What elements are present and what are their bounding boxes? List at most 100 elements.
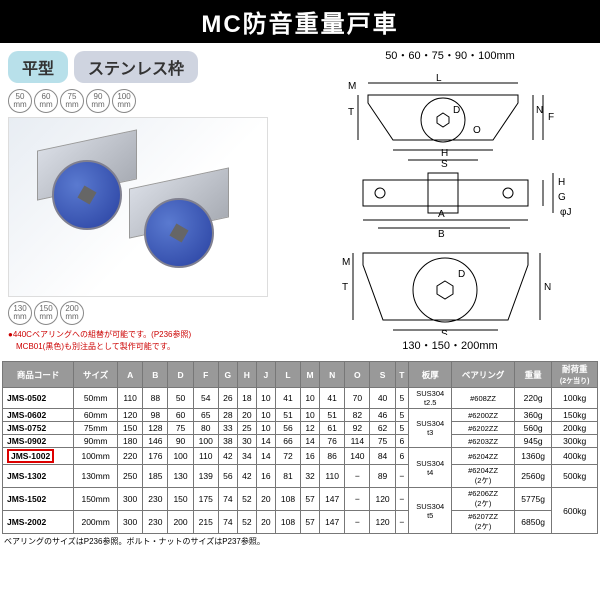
- col-header: 板厚: [409, 362, 452, 388]
- cell: 20: [237, 409, 256, 422]
- cell: 50: [168, 388, 193, 409]
- cell: 147: [320, 511, 345, 534]
- cell: 74: [218, 488, 237, 511]
- cell-plate: SUS304t2.5: [409, 388, 452, 409]
- col-header: H: [237, 362, 256, 388]
- cell-load: 600kg: [552, 488, 598, 534]
- cell: 146: [143, 435, 168, 448]
- cell: 60mm: [74, 409, 118, 422]
- page-title: MC防音重量戸車: [0, 0, 600, 43]
- cell: 75mm: [74, 422, 118, 435]
- cell: 100: [193, 435, 218, 448]
- cell: 98: [143, 409, 168, 422]
- cell: 110: [118, 388, 143, 409]
- cell: 80: [193, 422, 218, 435]
- cell: 86: [320, 448, 345, 465]
- size-circle: 90mm: [86, 89, 110, 113]
- cell: 5: [395, 422, 408, 435]
- spec-table: 商品コードサイズABDFGHJLMNOST板厚ベアリング重量耐荷重(2ケ当り) …: [2, 361, 598, 534]
- badge-type: 平型: [8, 51, 68, 83]
- cell-code: JMS-1502: [3, 488, 74, 511]
- svg-text:O: O: [473, 125, 481, 136]
- cell-code: JMS-1302: [3, 465, 74, 488]
- col-header: M: [301, 362, 320, 388]
- cell: 51: [275, 409, 300, 422]
- cell: 10: [301, 409, 320, 422]
- cell: 66: [275, 435, 300, 448]
- cell: 230: [143, 488, 168, 511]
- cell: 82: [345, 409, 370, 422]
- cell-plate: SUS304t3: [409, 409, 452, 448]
- col-header: G: [218, 362, 237, 388]
- svg-text:H: H: [441, 148, 448, 159]
- cell: 57: [301, 488, 320, 511]
- cell: 10: [256, 388, 275, 409]
- cell-bearing: #6207ZZ(2ケ): [452, 511, 514, 534]
- cell: 26: [218, 388, 237, 409]
- cell: 139: [193, 465, 218, 488]
- cell: 88: [143, 388, 168, 409]
- cell: 185: [143, 465, 168, 488]
- col-header: L: [275, 362, 300, 388]
- cell: 110: [320, 465, 345, 488]
- cell-load: 200kg: [552, 422, 598, 435]
- cell: 147: [320, 488, 345, 511]
- cell: 16: [301, 448, 320, 465]
- cell: 72: [275, 448, 300, 465]
- cell: 28: [218, 409, 237, 422]
- cell-plate: SUS304t5: [409, 488, 452, 534]
- cell: 81: [275, 465, 300, 488]
- col-header: B: [143, 362, 168, 388]
- cell: 76: [320, 435, 345, 448]
- svg-text:N: N: [536, 105, 543, 116]
- size-circle: 50mm: [8, 89, 32, 113]
- cell: 220: [118, 448, 143, 465]
- col-header: J: [256, 362, 275, 388]
- cell-code: JMS-1002: [3, 448, 74, 465]
- cell-weight: 945g: [514, 435, 552, 448]
- cell: 10: [256, 422, 275, 435]
- svg-text:T: T: [348, 107, 354, 118]
- cell: 180: [118, 435, 143, 448]
- cell-code: JMS-0602: [3, 409, 74, 422]
- cell-load: 300kg: [552, 435, 598, 448]
- col-header: 重量: [514, 362, 552, 388]
- cell-load: 100kg: [552, 388, 598, 409]
- cell: 300: [118, 488, 143, 511]
- cell: 42: [218, 448, 237, 465]
- col-header: サイズ: [74, 362, 118, 388]
- cell: 150: [168, 488, 193, 511]
- cell: 5: [395, 409, 408, 422]
- cell: 18: [237, 388, 256, 409]
- cell-bearing: #6204ZZ: [452, 448, 514, 465]
- svg-text:φJ: φJ: [560, 207, 571, 218]
- cell-bearing: #608ZZ: [452, 388, 514, 409]
- cell: 38: [218, 435, 237, 448]
- cell-code: JMS-0752: [3, 422, 74, 435]
- col-header: ベアリング: [452, 362, 514, 388]
- footnote: ベアリングのサイズはP236参照。ボルト・ナットのサイズはP237参照。: [0, 534, 600, 549]
- cell: 5: [395, 388, 408, 409]
- cell: 25: [237, 422, 256, 435]
- cell: 108: [275, 488, 300, 511]
- cell: 6: [395, 435, 408, 448]
- cell: −: [395, 511, 408, 534]
- svg-text:S: S: [441, 329, 448, 335]
- cell: 120: [370, 488, 395, 511]
- table-row: JMS-050250mm11088505426181041104170405SU…: [3, 388, 598, 409]
- cell: 30: [237, 435, 256, 448]
- cell-load: 400kg: [552, 448, 598, 465]
- cell: 74: [218, 511, 237, 534]
- cell-load: 500kg: [552, 465, 598, 488]
- cell: 12: [301, 422, 320, 435]
- svg-text:M: M: [348, 81, 356, 92]
- cell-code: JMS-0502: [3, 388, 74, 409]
- cell-weight: 560g: [514, 422, 552, 435]
- cell: 250: [118, 465, 143, 488]
- cell: 108: [275, 511, 300, 534]
- cell: 20: [256, 488, 275, 511]
- cell: 56: [218, 465, 237, 488]
- top-sizes: 50mm60mm75mm90mm100mm: [8, 89, 292, 113]
- cell: 128: [143, 422, 168, 435]
- cell: 110: [193, 448, 218, 465]
